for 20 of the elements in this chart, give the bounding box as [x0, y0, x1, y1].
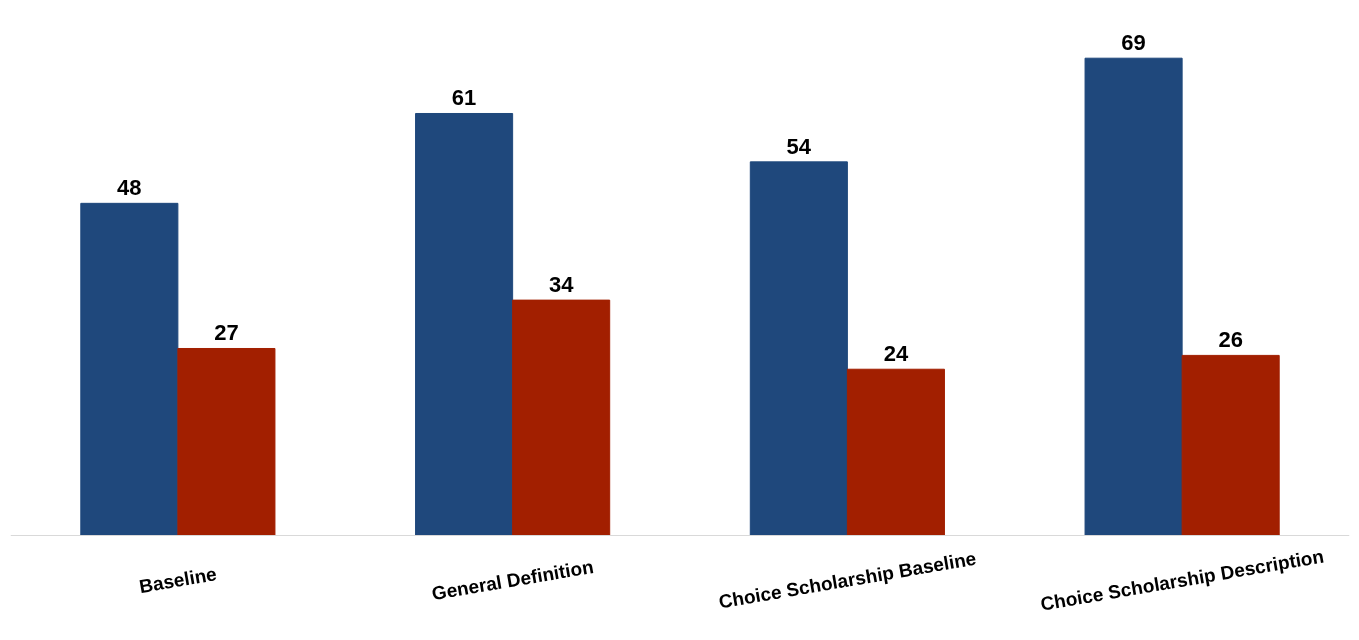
data-label: 54 — [786, 133, 812, 159]
bar — [1084, 57, 1183, 536]
data-label: 48 — [117, 175, 142, 201]
data-label: 61 — [451, 85, 477, 111]
bar — [415, 112, 514, 536]
x-tick-label: Baseline — [137, 563, 219, 598]
x-tick-label: Choice Scholarship Description — [1038, 545, 1326, 615]
bar — [846, 368, 945, 536]
bar — [177, 347, 276, 536]
bar — [749, 161, 848, 536]
bar — [512, 299, 611, 536]
data-label: 27 — [214, 320, 239, 346]
data-label: 24 — [883, 341, 909, 367]
bar — [1181, 354, 1280, 536]
x-tick-label: Choice Scholarship Baseline — [717, 547, 978, 613]
bar — [80, 202, 179, 536]
data-label: 26 — [1218, 327, 1243, 353]
data-label: 69 — [1121, 30, 1146, 56]
x-tick-label: General Definition — [430, 555, 596, 605]
data-label: 34 — [548, 272, 575, 298]
